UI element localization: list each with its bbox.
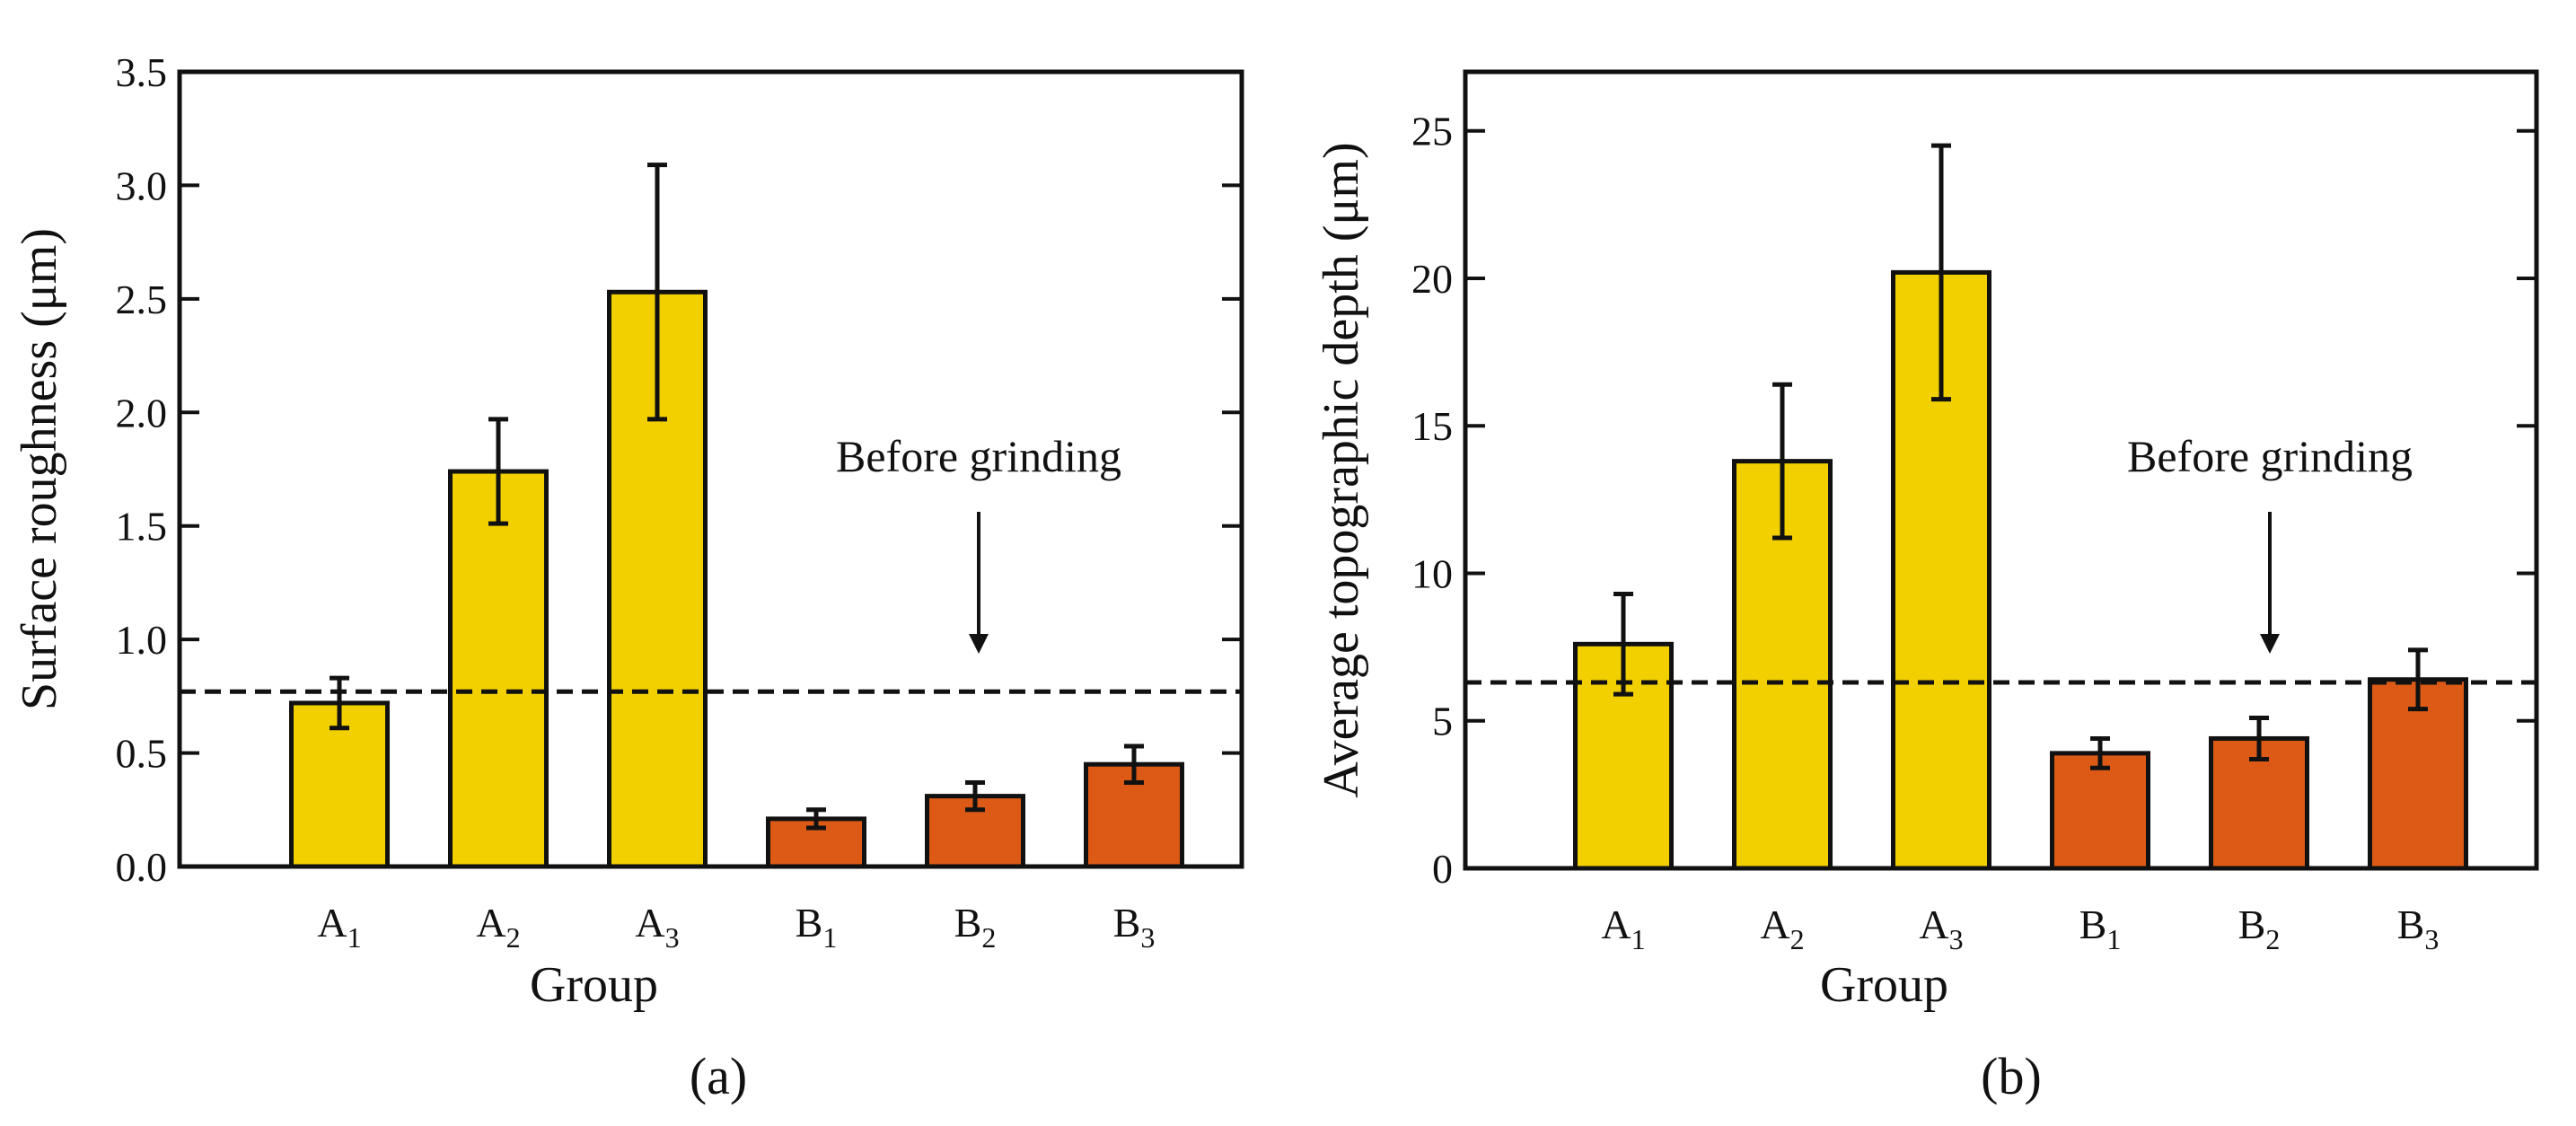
bar-A1 (289, 700, 390, 869)
y-tick-label: 5 (1432, 699, 1453, 744)
error-bar-B3 (2408, 647, 2428, 712)
error-bar-A1 (330, 675, 349, 731)
plot-frame (177, 69, 1244, 869)
x-tick-label: A2 (1760, 902, 1804, 955)
y-tick-label: 1.0 (116, 617, 168, 663)
y-tick-label: 3.5 (116, 49, 168, 95)
x-tick-label: B1 (2079, 902, 2122, 955)
error-bar-B2 (965, 779, 985, 813)
panel-label: (a) (690, 1047, 747, 1105)
panel-label: (b) (1981, 1047, 2042, 1105)
x-tick-label: B3 (1113, 900, 1156, 954)
x-tick-label: B1 (796, 900, 838, 954)
y-tick-label: 0 (1432, 846, 1453, 892)
chart-panel-b: Before grinding 0 5 10 15 20 25 A1 A2 A3 B1 B2 B3 Gro… (1314, 69, 2539, 1105)
x-tick-label: B2 (954, 900, 997, 954)
error-bar-B1 (2090, 735, 2110, 770)
error-bar-B2 (2249, 715, 2269, 761)
error-bar-A3 (647, 163, 667, 422)
x-tick-label: B2 (2238, 902, 2281, 955)
y-axis-title: Average topographic depth (μm) (1314, 142, 1369, 797)
error-bar-A2 (1772, 382, 1792, 541)
error-bar-B1 (806, 807, 826, 831)
annotation-before-grinding: Before grinding (2127, 431, 2413, 481)
chart-panel-a: Before grinding 0.0 0.5 1.0 1.5 2.0 2.5 3.0 3.5 A… (12, 49, 1244, 1105)
y-tick-label: 3.0 (116, 163, 168, 208)
x-tick-label: A1 (317, 900, 361, 954)
y-axis-title: Surface roughness (μm) (12, 228, 67, 710)
error-bar-B3 (1124, 743, 1144, 785)
x-tick-label: A2 (476, 900, 520, 954)
y-tick-label: 25 (1411, 109, 1453, 154)
bar-B1 (2050, 751, 2150, 871)
error-bar-A1 (1613, 591, 1633, 697)
error-bar-A2 (488, 417, 508, 526)
y-tick-label: 0.0 (116, 844, 168, 890)
x-tick-label: B3 (2397, 902, 2440, 955)
y-tick-label: 1.5 (116, 504, 168, 550)
x-axis-title: Group (530, 957, 658, 1013)
y-tick-label: 10 (1411, 550, 1453, 596)
y-tick-label: 2.0 (116, 390, 168, 435)
y-tick-label: 2.5 (116, 277, 168, 322)
annotation-before-grinding: Before grinding (836, 431, 1121, 481)
bar-A2 (448, 469, 549, 869)
x-tick-label: A1 (1601, 902, 1645, 955)
annotation-arrow-head (969, 634, 989, 654)
x-tick-label: A3 (635, 900, 679, 954)
y-tick-label: 15 (1411, 403, 1453, 449)
annotation-arrow-head (2260, 634, 2280, 654)
y-tick-label: 20 (1411, 256, 1453, 302)
plot-frame (1463, 69, 2539, 871)
y-tick-label: 0.5 (116, 731, 168, 777)
x-axis-title: Group (1820, 957, 1948, 1013)
x-tick-label: A3 (1919, 902, 1963, 955)
error-bar-A3 (1931, 143, 1951, 402)
